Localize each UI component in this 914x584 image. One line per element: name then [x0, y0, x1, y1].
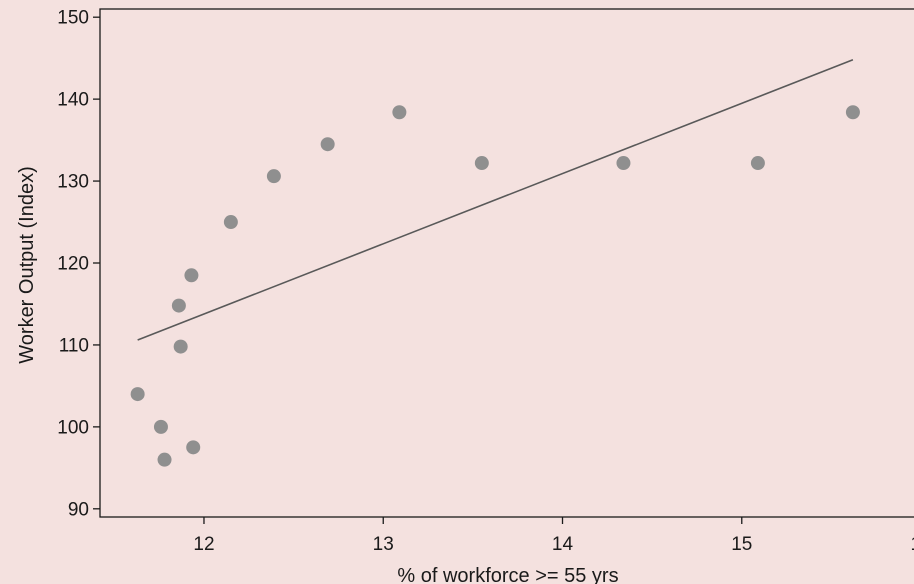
data-point: [171, 298, 186, 313]
data-point: [184, 268, 199, 283]
y-tick-label: 130: [57, 172, 89, 193]
data-point: [153, 419, 168, 434]
x-axis: 12 13 14 15 16: [193, 517, 914, 555]
data-point: [130, 387, 145, 402]
x-tick-label: 12: [193, 534, 214, 555]
y-tick-label: 140: [57, 90, 89, 111]
data-point: [173, 339, 188, 354]
x-tick-label: 14: [552, 534, 574, 555]
x-tick-label: 15: [731, 534, 752, 555]
y-axis: 90 100 110 120 130 140 150: [57, 8, 100, 520]
x-tick-label: 16: [910, 534, 914, 555]
y-axis-title: Worker Output (Index): [16, 166, 38, 363]
trendline: [137, 59, 854, 341]
data-point: [157, 452, 172, 467]
data-point: [750, 156, 765, 171]
data-point: [223, 215, 238, 230]
data-points: [130, 105, 860, 467]
y-tick-label: 110: [59, 335, 89, 356]
data-point: [266, 169, 281, 184]
data-point: [845, 105, 860, 120]
trendline-group: [137, 59, 854, 341]
x-tick-label: 13: [373, 534, 394, 555]
y-tick-label: 100: [57, 417, 89, 438]
y-tick-label: 120: [57, 254, 89, 275]
y-tick-label: 150: [57, 8, 89, 29]
plot-frame: [99, 8, 914, 518]
y-tick-label: 90: [68, 499, 89, 520]
data-point: [320, 137, 335, 152]
data-point: [392, 105, 407, 120]
data-point: [186, 440, 201, 455]
data-point: [616, 156, 631, 171]
x-axis-title: % of workforce >= 55 yrs: [397, 565, 618, 584]
data-point: [474, 156, 489, 171]
